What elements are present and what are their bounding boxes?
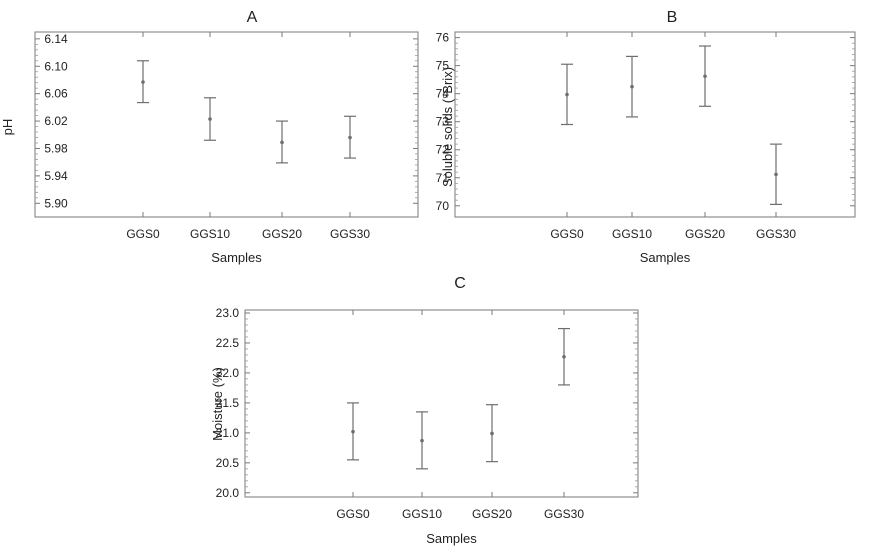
mean-point-b: [565, 92, 569, 97]
y-tick-label-a: 5.94: [44, 169, 68, 183]
y-tick-label-c: 20.5: [216, 456, 240, 470]
y-tick-label-b: 75: [436, 59, 450, 73]
y-tick-label-c: 22.5: [216, 336, 240, 350]
x-tick-label-b: GGS20: [685, 227, 725, 241]
y-tick-label-a: 5.98: [44, 141, 68, 155]
x-axis-label-a: Samples: [211, 250, 262, 265]
y-tick-label-c: 21.0: [216, 426, 240, 440]
x-tick-label-c: GGS10: [402, 507, 442, 521]
y-tick-label-a: 6.02: [44, 114, 68, 128]
mean-point-c: [351, 429, 355, 434]
x-tick-label-a: GGS10: [190, 227, 230, 241]
x-tick-label-c: GGS20: [472, 507, 512, 521]
mean-point-b: [630, 84, 634, 89]
y-tick-label-c: 22.0: [216, 366, 240, 380]
x-tick-label-c: GGS0: [336, 507, 370, 521]
mean-point-a: [208, 117, 212, 121]
y-tick-label-a: 6.06: [44, 87, 68, 101]
x-tick-label-a: GGS20: [262, 227, 302, 241]
mean-point-b: [774, 172, 778, 177]
plot-frame-b: [454, 31, 856, 218]
y-axis-label-b: Soluble solids (°Brix): [440, 67, 455, 187]
y-tick-label-a: 6.14: [44, 32, 68, 46]
plot-frame-a: [34, 31, 419, 218]
y-tick-label-c: 21.5: [216, 396, 240, 410]
y-tick-label-b: 72: [436, 143, 450, 157]
mean-point-c: [562, 354, 566, 359]
y-axis-label-c: Moisture (%): [210, 367, 225, 441]
panel-title-c: C: [454, 275, 466, 292]
panel-title-a: A: [247, 9, 258, 26]
y-tick-label-b: 70: [436, 199, 450, 213]
mean-point-c: [490, 431, 494, 436]
mean-point-c: [420, 438, 424, 443]
x-tick-label-b: GGS0: [550, 227, 584, 241]
y-tick-label-b: 71: [436, 171, 450, 185]
panel-title-b: B: [667, 9, 678, 26]
x-tick-label-a: GGS30: [330, 227, 370, 241]
y-axis-label-a: pH: [0, 119, 15, 136]
plot-frame-c: [244, 309, 639, 498]
x-tick-label-a: GGS0: [126, 227, 160, 241]
x-tick-label-c: GGS30: [544, 507, 584, 521]
y-tick-label-b: 76: [436, 31, 450, 45]
x-axis-label-c: Samples: [426, 531, 477, 546]
y-tick-label-c: 20.0: [216, 486, 240, 500]
y-tick-label-b: 74: [436, 87, 450, 101]
y-tick-label-a: 5.90: [44, 196, 68, 210]
mean-point-a: [280, 140, 284, 145]
x-tick-label-b: GGS10: [612, 227, 652, 241]
y-tick-label-c: 23.0: [216, 306, 240, 320]
mean-point-b: [703, 74, 707, 79]
x-axis-label-b: Samples: [640, 250, 691, 265]
x-tick-label-b: GGS30: [756, 227, 796, 241]
mean-point-a: [348, 135, 352, 140]
y-tick-label-a: 6.10: [44, 59, 68, 73]
y-tick-label-b: 73: [436, 115, 450, 129]
mean-point-a: [141, 80, 145, 84]
